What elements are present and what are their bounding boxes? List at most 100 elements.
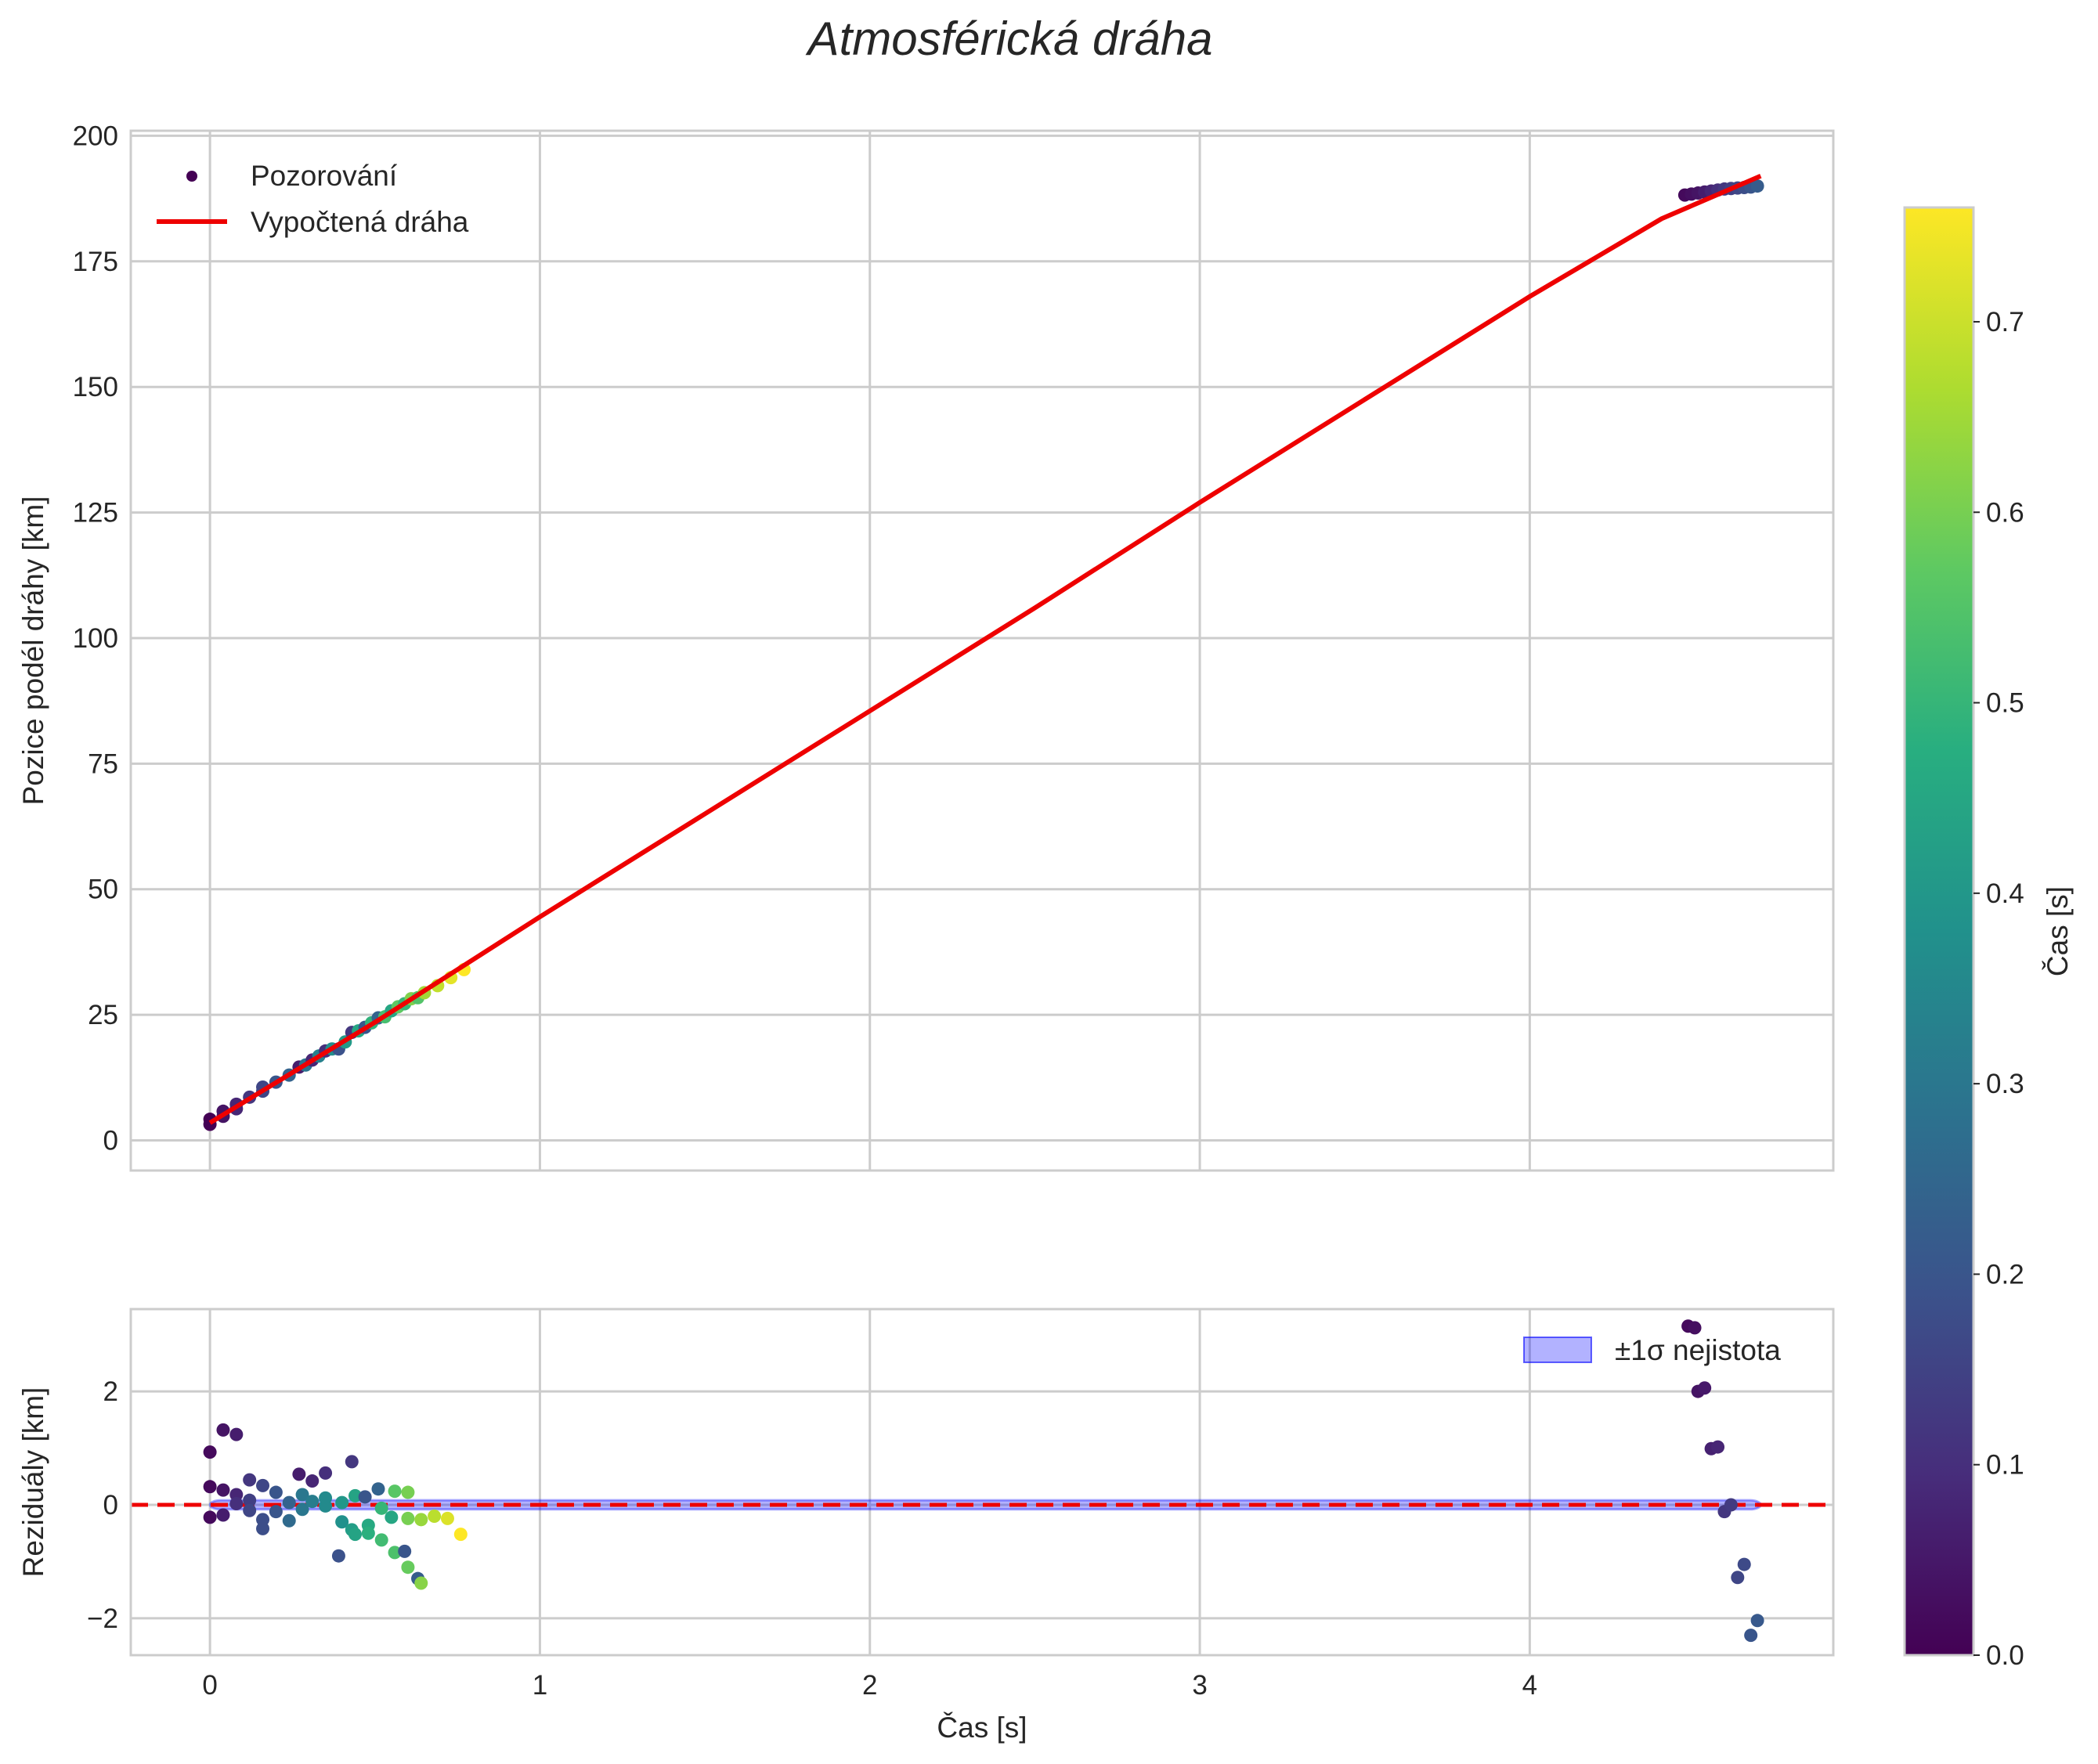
residual-point xyxy=(358,1490,372,1504)
x-axis-label: Čas [s] xyxy=(937,1712,1027,1744)
residual-point xyxy=(374,1501,388,1515)
residual-point xyxy=(440,1511,454,1525)
residual-point xyxy=(1731,1571,1745,1585)
residual-point xyxy=(216,1483,230,1497)
residual-point xyxy=(348,1528,362,1542)
residual-point xyxy=(401,1560,415,1575)
residual-point xyxy=(295,1502,309,1517)
residual-point xyxy=(398,1544,412,1558)
colorbar-tick-label: 0.4 xyxy=(1986,878,2024,909)
residual-point xyxy=(319,1499,333,1513)
residual-point xyxy=(335,1515,349,1529)
residual-point xyxy=(414,1576,428,1590)
residual-point xyxy=(401,1511,415,1525)
top-axes-frame xyxy=(129,129,1835,1172)
residual-point xyxy=(305,1474,320,1488)
residual-point xyxy=(374,1533,388,1547)
colorbar-tick-label: 0.7 xyxy=(1986,307,2024,337)
legend-label-uncertainty: ±1σ nejistota xyxy=(1615,1334,1781,1366)
residual-point xyxy=(319,1466,333,1480)
y-tick-label: 100 xyxy=(73,623,118,654)
y-tick-label: 175 xyxy=(73,247,118,277)
colorbar-label: Čas [s] xyxy=(2042,886,2074,976)
residual-point xyxy=(331,1549,345,1563)
top-gridlines xyxy=(131,131,1833,1171)
x-tick-label: 0 xyxy=(202,1670,217,1701)
residual-point xyxy=(269,1485,283,1499)
y-tick-label: 0 xyxy=(103,1490,118,1521)
residual-point xyxy=(243,1503,257,1517)
computed-trajectory-line xyxy=(208,173,1762,1125)
y-tick-label: 75 xyxy=(88,749,118,779)
residual-point xyxy=(203,1445,217,1459)
residual-point xyxy=(243,1473,257,1487)
residual-point xyxy=(414,1513,428,1527)
x-tick-labels: 0 1 2 3 4 xyxy=(202,1670,1537,1701)
bottom-axes-frame xyxy=(129,1308,1835,1657)
colorbar-tick-label: 0.3 xyxy=(1986,1069,2024,1099)
bottom-y-tick-labels: −2 0 2 xyxy=(87,1376,118,1634)
residual-point xyxy=(453,1528,468,1542)
bottom-y-axis-label: Reziduály [km] xyxy=(17,1387,49,1578)
residual-point xyxy=(216,1423,230,1437)
residual-point xyxy=(1698,1381,1712,1395)
residual-point xyxy=(1744,1629,1758,1643)
colorbar-tick-label: 0.1 xyxy=(1986,1450,2024,1481)
residual-point xyxy=(385,1510,399,1524)
bottom-panel: −2 0 2 0 1 2 3 4 Reziduály [km] Čas [s] ±1σ ne… xyxy=(17,1308,1835,1744)
residual-point xyxy=(348,1488,362,1502)
residual-point xyxy=(295,1488,309,1502)
top-y-tick-labels: 0 25 50 75 100 125 150 175 200 xyxy=(73,121,118,1156)
residual-point xyxy=(428,1509,442,1523)
y-tick-label: 0 xyxy=(103,1126,118,1156)
top-legend: Pozorování Vypočtená dráha xyxy=(157,160,469,238)
residual-point xyxy=(256,1521,270,1535)
x-tick-label: 2 xyxy=(862,1670,877,1701)
residual-point xyxy=(1688,1321,1702,1335)
chart-title: Atmosférická dráha xyxy=(806,13,1213,65)
colorbar-tick-label: 0.6 xyxy=(1986,497,2024,528)
residual-point xyxy=(203,1480,217,1494)
x-tick-label: 3 xyxy=(1192,1670,1207,1701)
y-tick-label: 200 xyxy=(73,121,118,151)
residual-point xyxy=(282,1495,296,1510)
residual-point xyxy=(305,1495,320,1509)
legend-scatter-marker xyxy=(186,171,197,182)
legend-band-marker xyxy=(1523,1337,1592,1363)
residual-point xyxy=(203,1510,217,1524)
residual-point xyxy=(292,1467,306,1481)
residual-points xyxy=(203,1319,1764,1643)
residual-point xyxy=(345,1455,359,1469)
residual-point xyxy=(1737,1557,1751,1571)
top-panel: 0 25 50 75 100 125 150 175 200 Pozice podél dráh… xyxy=(17,121,1835,1172)
x-tick-label: 4 xyxy=(1522,1670,1537,1701)
bottom-legend: ±1σ nejistota xyxy=(1523,1334,1781,1366)
residual-point xyxy=(371,1482,385,1496)
residual-point xyxy=(388,1484,402,1499)
x-tick-label: 1 xyxy=(533,1670,547,1701)
y-tick-label: −2 xyxy=(87,1603,118,1634)
colorbar-tick-label: 0.0 xyxy=(1986,1640,2024,1671)
y-tick-label: 25 xyxy=(88,1000,118,1030)
residual-point xyxy=(256,1478,270,1492)
residual-point xyxy=(216,1508,230,1522)
colorbar-tick-label: 0.2 xyxy=(1986,1259,2024,1290)
residual-point xyxy=(401,1485,415,1499)
legend-label-observations: Pozorování xyxy=(251,160,398,192)
y-tick-label: 50 xyxy=(88,875,118,905)
residual-point xyxy=(1750,1614,1764,1628)
observation-point xyxy=(1750,179,1764,193)
residual-point xyxy=(335,1495,349,1510)
residual-point xyxy=(1711,1440,1725,1454)
residual-point xyxy=(1724,1498,1738,1512)
top-y-axis-label: Pozice podél dráhy [km] xyxy=(17,496,49,806)
residual-point xyxy=(361,1526,375,1540)
y-tick-label: 150 xyxy=(73,372,118,402)
colorbar-tick-label: 0.5 xyxy=(1986,688,2024,719)
y-tick-label: 2 xyxy=(103,1376,118,1407)
colorbar: 0.0 0.1 0.2 0.3 0.4 0.5 0.6 0.7 Čas [s] xyxy=(1903,206,2074,1671)
residual-point xyxy=(269,1505,283,1519)
colorbar-gradient xyxy=(1903,206,1975,1657)
residual-point xyxy=(229,1497,244,1511)
residual-point xyxy=(282,1513,296,1528)
